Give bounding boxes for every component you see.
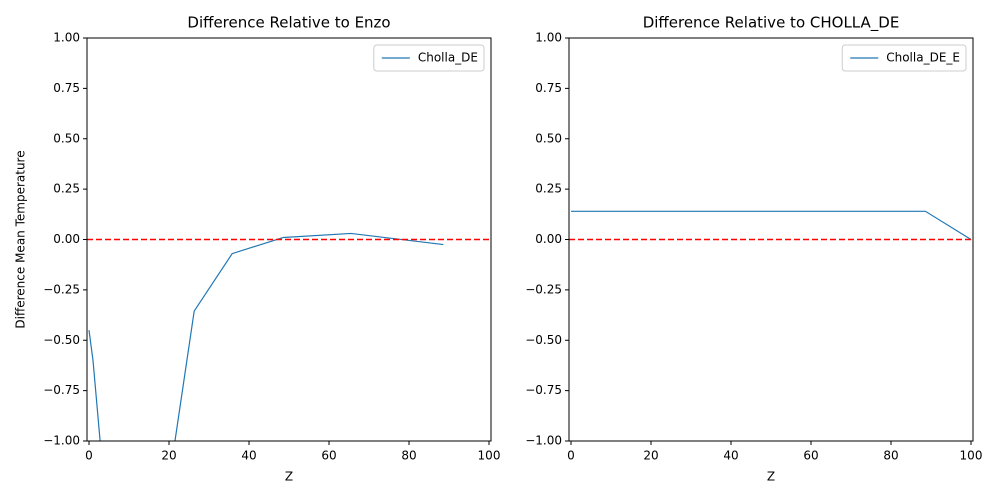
y-tick-label: −0.25 xyxy=(43,282,80,296)
chart-title: Difference Relative to Enzo xyxy=(187,14,390,32)
x-tick-label: 100 xyxy=(478,449,501,463)
legend: Cholla_DE xyxy=(381,51,478,65)
y-tick-label: 0.00 xyxy=(53,232,80,246)
y-tick-label: 0.50 xyxy=(53,131,80,145)
x-tick-label: 40 xyxy=(723,449,738,463)
y-tick-label: 1.00 xyxy=(535,31,562,45)
x-tick-label: 100 xyxy=(960,449,983,463)
line-series xyxy=(571,210,972,241)
legend-label: Cholla_DE xyxy=(418,51,478,65)
y-tick-label: −0.25 xyxy=(525,282,562,296)
y-tick-label: −0.75 xyxy=(525,383,562,397)
y-axis-label: Difference Mean Temperature xyxy=(14,150,28,328)
y-tick-label: 0.50 xyxy=(535,131,562,145)
axes-frame xyxy=(568,37,974,442)
x-tick-label: 80 xyxy=(883,449,898,463)
x-tick-label: 40 xyxy=(241,449,256,463)
y-tick-label: −1.00 xyxy=(525,434,562,448)
y-tick-label: 0.25 xyxy=(53,182,80,196)
chart-title: Difference Relative to CHOLLA_DE xyxy=(643,14,900,33)
x-tick-label: 0 xyxy=(567,449,575,463)
x-axis-label: Z xyxy=(767,470,775,484)
x-tick-label: 60 xyxy=(321,449,336,463)
plot-area xyxy=(569,210,973,241)
plot-area xyxy=(87,232,491,441)
y-tick-label: 0.75 xyxy=(53,81,80,95)
legend: Cholla_DE_E xyxy=(850,51,960,65)
y-tick-label: 1.00 xyxy=(53,31,80,45)
x-tick-label: 20 xyxy=(161,449,176,463)
y-tick-label: −1.00 xyxy=(43,434,80,448)
y-tick-label: 0.75 xyxy=(535,81,562,95)
y-tick-label: −0.75 xyxy=(43,383,80,397)
y-tick-label: 0.25 xyxy=(535,182,562,196)
legend-box xyxy=(373,44,485,72)
x-tick-label: 60 xyxy=(803,449,818,463)
y-tick-label: −0.50 xyxy=(525,333,562,347)
x-tick-label: 20 xyxy=(643,449,658,463)
x-axis-label: Z xyxy=(285,470,293,484)
line-series xyxy=(88,232,444,441)
legend-label: Cholla_DE_E xyxy=(886,51,960,65)
x-tick-label: 80 xyxy=(401,449,416,463)
axes-frame xyxy=(86,37,492,442)
legend-box xyxy=(841,44,967,72)
y-tick-label: 0.00 xyxy=(535,232,562,246)
x-tick-label: 0 xyxy=(85,449,93,463)
y-tick-label: −0.50 xyxy=(43,333,80,347)
